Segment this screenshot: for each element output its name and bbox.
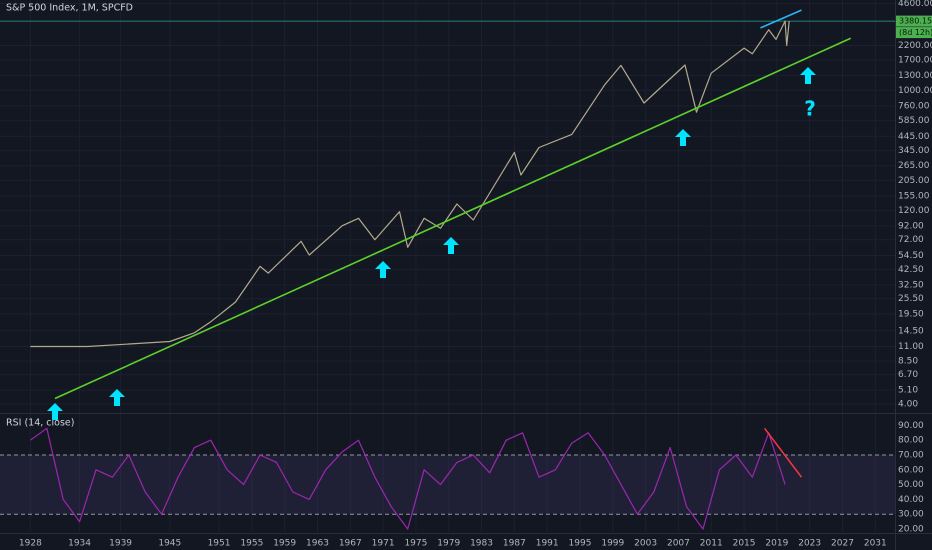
rsi-title: RSI (14, close) — [6, 418, 74, 429]
x-tick-label: 2003 — [634, 539, 657, 549]
y-tick-label: 40.00 — [898, 495, 924, 505]
y-tick-label: 20.00 — [898, 525, 924, 535]
y-tick-label: 42.50 — [898, 265, 924, 275]
y-tick-label: 1000.00 — [898, 86, 932, 96]
chart-title: S&P 500 Index, 1M, SPCFD — [6, 3, 133, 14]
y-tick-label: 1300.00 — [898, 71, 932, 81]
y-tick-label: 205.00 — [898, 176, 930, 186]
x-tick-label: 1955 — [240, 539, 263, 549]
x-tick-label: 2007 — [667, 539, 690, 549]
x-tick-label: 1963 — [306, 539, 329, 549]
x-tick-label: 2027 — [831, 539, 854, 549]
x-tick-label: 1999 — [601, 539, 624, 549]
trend-line — [760, 9, 802, 29]
countdown-label: (8d 12h) — [899, 28, 932, 37]
price-badge — [896, 15, 932, 27]
y-tick-label: 760.00 — [898, 101, 930, 111]
up-arrow — [675, 129, 691, 146]
x-tick-label: 1951 — [208, 539, 231, 549]
y-tick-label: 80.00 — [898, 436, 924, 446]
y-tick-label: 11.00 — [898, 342, 924, 352]
question-mark: ? — [804, 97, 816, 121]
x-tick-label: 1928 — [19, 539, 42, 549]
y-tick-label: 4600.00 — [898, 0, 932, 9]
y-tick-label: 19.50 — [898, 309, 924, 319]
arrows — [47, 67, 816, 420]
y-tick-label: 54.50 — [898, 251, 924, 261]
series-line — [30, 427, 786, 530]
y-tick-label: 14.50 — [898, 326, 924, 336]
up-arrow — [375, 261, 391, 278]
countdown-badge — [896, 27, 932, 39]
plot-area — [0, 0, 895, 532]
x-tick-label: 1979 — [437, 539, 460, 549]
y-tick-label: 72.00 — [898, 235, 924, 245]
y-tick-label: 92.00 — [898, 221, 924, 231]
y-tick-label: 2200.00 — [898, 41, 932, 51]
x-tick-label: 1991 — [536, 539, 559, 549]
y-tick-label: 5.10 — [898, 386, 918, 396]
y-tick-label: 50.00 — [898, 480, 924, 490]
x-tick-label: 1959 — [273, 539, 296, 549]
y-tick-label: 25.50 — [898, 294, 924, 304]
y-tick-label: 345.00 — [898, 146, 930, 156]
y-tick-label: 4.00 — [898, 399, 918, 409]
x-tick-label: 1975 — [404, 539, 427, 549]
y-tick-label: 30.00 — [898, 510, 924, 520]
y-tick-label: 265.00 — [898, 161, 930, 171]
y-tick-label: 32.50 — [898, 280, 924, 290]
y-tick-label: 585.00 — [898, 116, 930, 126]
up-arrow — [109, 389, 125, 406]
y-tick-label: 1700.00 — [898, 56, 932, 66]
x-tick-label: 1987 — [503, 539, 526, 549]
trend-line — [54, 37, 852, 400]
x-tick-label: 1934 — [68, 539, 91, 549]
x-tick-label: 1939 — [109, 539, 132, 549]
x-tick-label: 2015 — [733, 539, 756, 549]
y-tick-label: 6.70 — [898, 370, 918, 380]
y-tick-label: 70.00 — [898, 450, 924, 460]
y-tick-label: 8.50 — [898, 357, 918, 367]
x-tick-label: 2023 — [798, 539, 821, 549]
level-band — [0, 454, 895, 515]
x-tick-label: 2011 — [700, 539, 723, 549]
x-tick-label: 1945 — [158, 539, 181, 549]
up-arrow — [800, 67, 816, 84]
y-tick-label: 155.00 — [898, 192, 930, 202]
x-tick-label: 2019 — [765, 539, 788, 549]
y-tick-label: 90.00 — [898, 421, 924, 431]
x-tick-label: 1995 — [569, 539, 592, 549]
x-tick-label: 2031 — [864, 539, 887, 549]
y-tick-label: 60.00 — [898, 465, 924, 475]
x-tick-label: 1971 — [372, 539, 395, 549]
up-arrow — [47, 403, 63, 420]
x-tick-label: 1983 — [470, 539, 493, 549]
y-tick-label: 445.00 — [898, 132, 930, 142]
price-badge-label: 3380.15 — [899, 17, 932, 26]
up-arrow — [443, 237, 459, 254]
y-tick-label: 120.00 — [898, 206, 930, 216]
trend-line — [763, 427, 803, 478]
x-tick-label: 1967 — [339, 539, 362, 549]
